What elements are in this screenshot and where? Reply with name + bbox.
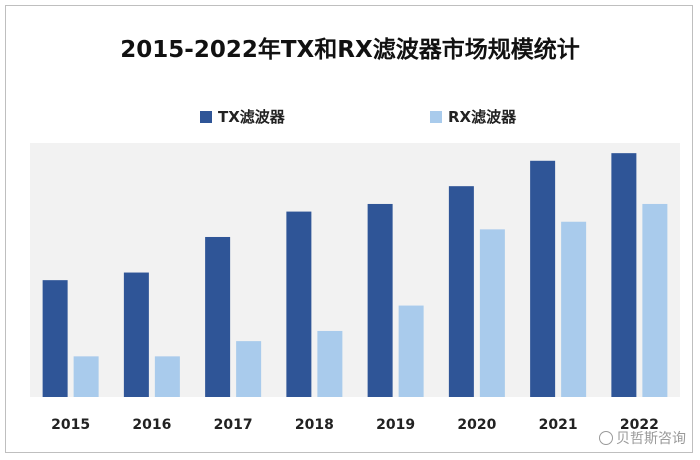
x-tick-label: 2015 bbox=[51, 417, 90, 433]
bar-tx-2018 bbox=[286, 211, 312, 397]
legend-item-rx: RX滤波器 bbox=[430, 106, 516, 127]
bar-rx-2016 bbox=[154, 356, 180, 397]
bar-rx-2021 bbox=[561, 221, 587, 397]
x-tick-label: 2016 bbox=[132, 417, 171, 433]
bar-tx-2016 bbox=[123, 272, 149, 397]
legend-item-tx: TX滤波器 bbox=[200, 106, 285, 127]
bar-rx-2015 bbox=[73, 356, 99, 397]
bar-rx-2019 bbox=[398, 305, 424, 397]
bar-rx-2020 bbox=[479, 229, 505, 397]
bar-tx-2017 bbox=[205, 236, 231, 397]
watermark: 贝哲斯咨询 bbox=[599, 428, 686, 448]
weibo-icon bbox=[599, 431, 613, 445]
legend-swatch-rx bbox=[430, 110, 442, 123]
chart-legend: TX滤波器 RX滤波器 bbox=[0, 106, 700, 128]
bar-tx-2019 bbox=[367, 203, 393, 397]
bar-rx-2017 bbox=[236, 341, 262, 397]
legend-label-rx: RX滤波器 bbox=[448, 108, 517, 126]
bar-tx-2020 bbox=[448, 186, 474, 397]
x-tick-label: 2022 bbox=[620, 417, 659, 433]
x-tick-label: 2018 bbox=[295, 417, 334, 433]
watermark-text: 贝哲斯咨询 bbox=[616, 431, 686, 447]
bar-tx-2015 bbox=[42, 280, 68, 397]
chart-title: 2015-2022年TX和RX滤波器市场规模统计 bbox=[120, 37, 580, 63]
x-tick-label: 2021 bbox=[539, 417, 578, 433]
bar-rx-2018 bbox=[317, 330, 343, 397]
x-tick-label: 2020 bbox=[457, 417, 496, 433]
bar-rx-2022 bbox=[642, 203, 668, 397]
x-tick-label: 2017 bbox=[214, 417, 253, 433]
x-tick-label: 2019 bbox=[376, 417, 415, 433]
bar-tx-2021 bbox=[530, 160, 556, 397]
bar-tx-2022 bbox=[611, 153, 637, 397]
legend-label-tx: TX滤波器 bbox=[218, 108, 285, 126]
legend-swatch-tx bbox=[200, 110, 212, 123]
